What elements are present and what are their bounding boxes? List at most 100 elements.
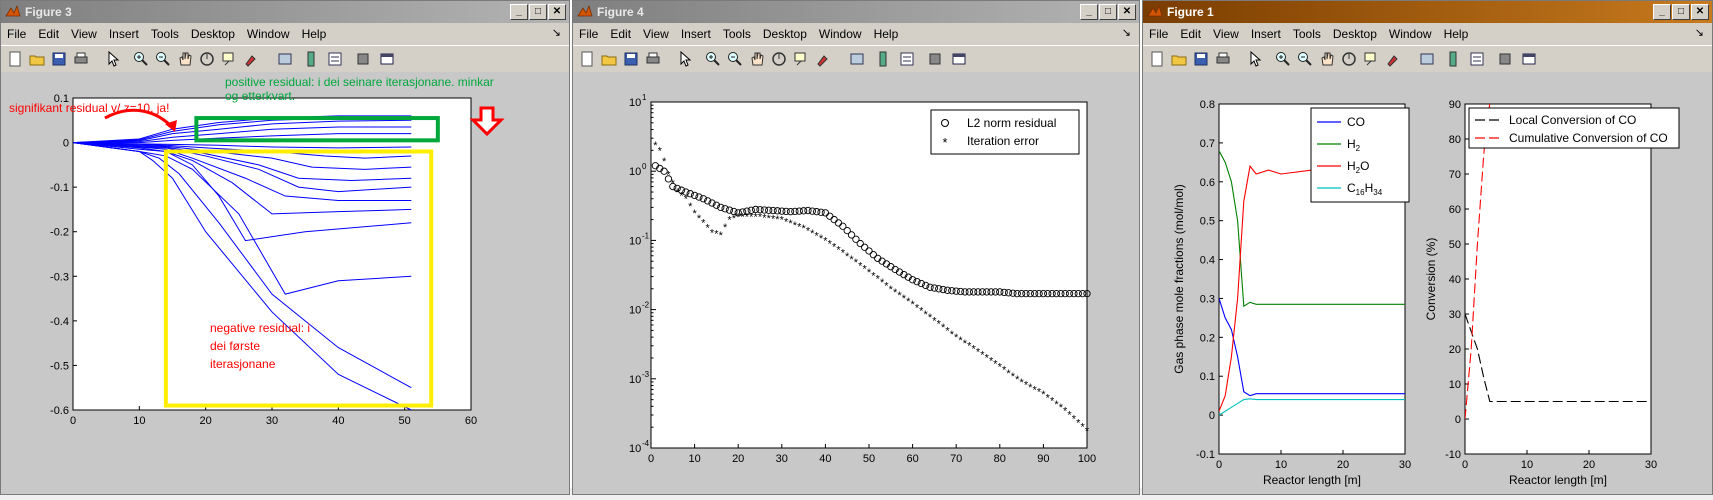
- title-bar[interactable]: Figure 4 _ □ ✕: [573, 1, 1139, 23]
- print-icon[interactable]: [645, 51, 661, 67]
- show-plot-tools-icon[interactable]: [1521, 51, 1537, 67]
- y-tick-label: 10: [629, 97, 641, 109]
- pan-icon[interactable]: [177, 51, 193, 67]
- menu-view[interactable]: View: [1213, 27, 1239, 41]
- menu-file[interactable]: File: [1149, 27, 1169, 41]
- hide-plot-tools-icon[interactable]: [927, 51, 943, 67]
- y-tick-label: 0.7: [1200, 138, 1215, 150]
- menu-tools[interactable]: Tools: [1292, 27, 1321, 41]
- zoom-in-icon[interactable]: [133, 51, 149, 67]
- pointer-icon[interactable]: [677, 51, 693, 67]
- dock-arrow-icon[interactable]: ↘: [551, 27, 561, 39]
- error-marker: *: [963, 338, 968, 350]
- menu-desktop[interactable]: Desktop: [190, 27, 235, 41]
- brush-icon[interactable]: [1385, 51, 1401, 67]
- menu-tools[interactable]: Tools: [722, 27, 751, 41]
- residual-line: [72, 142, 412, 181]
- zoom-out-icon[interactable]: [1297, 51, 1313, 67]
- dock-arrow-icon[interactable]: ↘: [1121, 27, 1131, 39]
- dock-arrow-icon[interactable]: ↘: [1694, 27, 1704, 39]
- colorbar-icon[interactable]: [303, 51, 319, 67]
- pan-icon[interactable]: [749, 51, 765, 67]
- legend-icon[interactable]: [1469, 51, 1485, 67]
- menu-insert[interactable]: Insert: [680, 27, 711, 41]
- down-arrow-icon: [469, 106, 505, 137]
- legend-icon[interactable]: [327, 51, 343, 67]
- show-plot-tools-icon[interactable]: [379, 51, 395, 67]
- pan-icon[interactable]: [1319, 51, 1335, 67]
- brush-icon[interactable]: [815, 51, 831, 67]
- menu-view[interactable]: View: [71, 27, 97, 41]
- save-icon[interactable]: [1193, 51, 1209, 67]
- menu-help[interactable]: Help: [873, 27, 899, 41]
- maximize-button[interactable]: □: [529, 4, 547, 20]
- menu-view[interactable]: View: [643, 27, 669, 41]
- hide-plot-tools-icon[interactable]: [1497, 51, 1513, 67]
- menu-insert[interactable]: Insert: [1250, 27, 1281, 41]
- maximize-button[interactable]: □: [1672, 4, 1690, 20]
- zoom-in-icon[interactable]: [705, 51, 721, 67]
- error-marker: *: [675, 187, 680, 199]
- title-bar[interactable]: Figure 1 _ □ ✕: [1143, 1, 1712, 23]
- x-tick-label: 80: [994, 453, 1006, 465]
- menu-help[interactable]: Help: [1443, 27, 1469, 41]
- colorbar-icon[interactable]: [875, 51, 891, 67]
- show-plot-tools-icon[interactable]: [951, 51, 967, 67]
- title-bar[interactable]: Figure 3 _ □ ✕: [1, 1, 569, 23]
- rotate-icon[interactable]: [199, 51, 215, 67]
- pointer-icon[interactable]: [1247, 51, 1263, 67]
- open-file-icon[interactable]: [1171, 51, 1187, 67]
- new-figure-icon[interactable]: [579, 51, 595, 67]
- link-icon[interactable]: [849, 51, 865, 67]
- close-button[interactable]: ✕: [1691, 4, 1709, 20]
- data-cursor-icon[interactable]: [793, 51, 809, 67]
- rotate-icon[interactable]: [1341, 51, 1357, 67]
- menu-desktop[interactable]: Desktop: [762, 27, 807, 41]
- colorbar-icon[interactable]: [1445, 51, 1461, 67]
- minimize-button[interactable]: _: [1080, 4, 1098, 20]
- figure-canvas: 0 10 20 30 40 50 60 70 80 90 100 10 1 10 0 10 -1 10 -2 10 -3…: [573, 72, 1139, 494]
- maximize-button[interactable]: □: [1099, 4, 1117, 20]
- open-file-icon[interactable]: [29, 51, 45, 67]
- residual-marker: [738, 208, 747, 216]
- new-figure-icon[interactable]: [1149, 51, 1165, 67]
- menu-desktop[interactable]: Desktop: [1332, 27, 1377, 41]
- menu-file[interactable]: File: [579, 27, 599, 41]
- menu-edit[interactable]: Edit: [610, 27, 632, 41]
- link-icon[interactable]: [277, 51, 293, 67]
- zoom-out-icon[interactable]: [155, 51, 171, 67]
- close-button[interactable]: ✕: [1118, 4, 1136, 20]
- menu-edit[interactable]: Edit: [38, 27, 60, 41]
- zoom-out-icon[interactable]: [727, 51, 743, 67]
- residual-marker: [795, 207, 803, 215]
- close-button[interactable]: ✕: [548, 4, 566, 20]
- legend-icon[interactable]: [899, 51, 915, 67]
- save-icon[interactable]: [623, 51, 639, 67]
- error-marker: *: [775, 214, 780, 226]
- menu-window[interactable]: Window: [818, 27, 862, 41]
- menu-help[interactable]: Help: [301, 27, 327, 41]
- negative-residual-note-line3: iterasjonane: [210, 357, 276, 371]
- link-icon[interactable]: [1419, 51, 1435, 67]
- menu-window[interactable]: Window: [1388, 27, 1432, 41]
- data-cursor-icon[interactable]: [221, 51, 237, 67]
- hide-plot-tools-icon[interactable]: [355, 51, 371, 67]
- brush-icon[interactable]: [243, 51, 259, 67]
- menu-edit[interactable]: Edit: [1180, 27, 1202, 41]
- open-file-icon[interactable]: [601, 51, 617, 67]
- menu-file[interactable]: File: [7, 27, 27, 41]
- save-icon[interactable]: [51, 51, 67, 67]
- minimize-button[interactable]: _: [1653, 4, 1671, 20]
- residual-marker: [717, 203, 725, 212]
- rotate-icon[interactable]: [771, 51, 787, 67]
- new-figure-icon[interactable]: [7, 51, 23, 67]
- minimize-button[interactable]: _: [510, 4, 528, 20]
- data-cursor-icon[interactable]: [1363, 51, 1379, 67]
- print-icon[interactable]: [73, 51, 89, 67]
- print-icon[interactable]: [1215, 51, 1231, 67]
- menu-window[interactable]: Window: [246, 27, 290, 41]
- menu-tools[interactable]: Tools: [150, 27, 179, 41]
- pointer-icon[interactable]: [105, 51, 121, 67]
- menu-insert[interactable]: Insert: [108, 27, 139, 41]
- zoom-in-icon[interactable]: [1275, 51, 1291, 67]
